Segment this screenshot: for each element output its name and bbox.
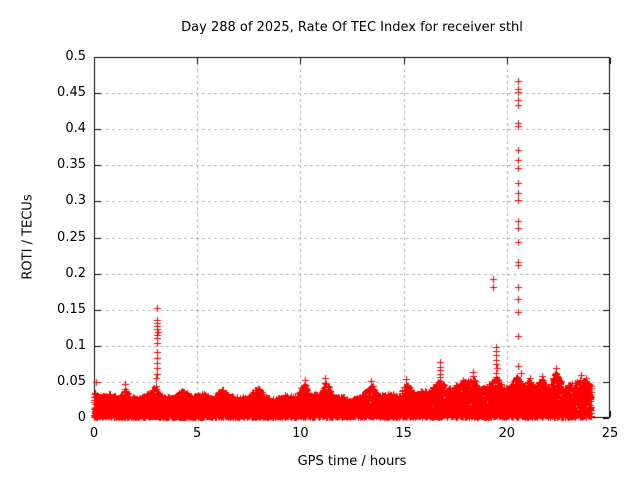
y-tick-label: 0.1 — [65, 337, 86, 353]
y-tick-label: 0.25 — [57, 229, 86, 245]
y-tick-label: 0.4 — [65, 121, 86, 137]
y-tick-label: 0.45 — [57, 85, 86, 101]
x-tick-label: 25 — [601, 426, 619, 441]
chart-title: Day 288 of 2025, Rate Of TEC Index for r… — [181, 20, 523, 35]
x-tick-label: 20 — [498, 426, 516, 441]
y-tick-label: 0.05 — [57, 373, 86, 389]
x-tick-label: 15 — [395, 426, 412, 441]
y-tick-label: 0 — [77, 410, 86, 425]
y-tick-label: 0.35 — [57, 157, 86, 173]
x-tick-label: 0 — [89, 426, 99, 441]
y-tick-label: 0.5 — [65, 49, 86, 64]
y-tick-label: 0.3 — [65, 193, 86, 209]
y-tick-label: 0.2 — [65, 265, 86, 281]
y-tick-label: 0.15 — [57, 301, 86, 317]
x-axis-label: GPS time / hours — [297, 454, 407, 469]
x-tick-label: 10 — [292, 426, 309, 441]
x-tick-label: 5 — [193, 426, 202, 441]
